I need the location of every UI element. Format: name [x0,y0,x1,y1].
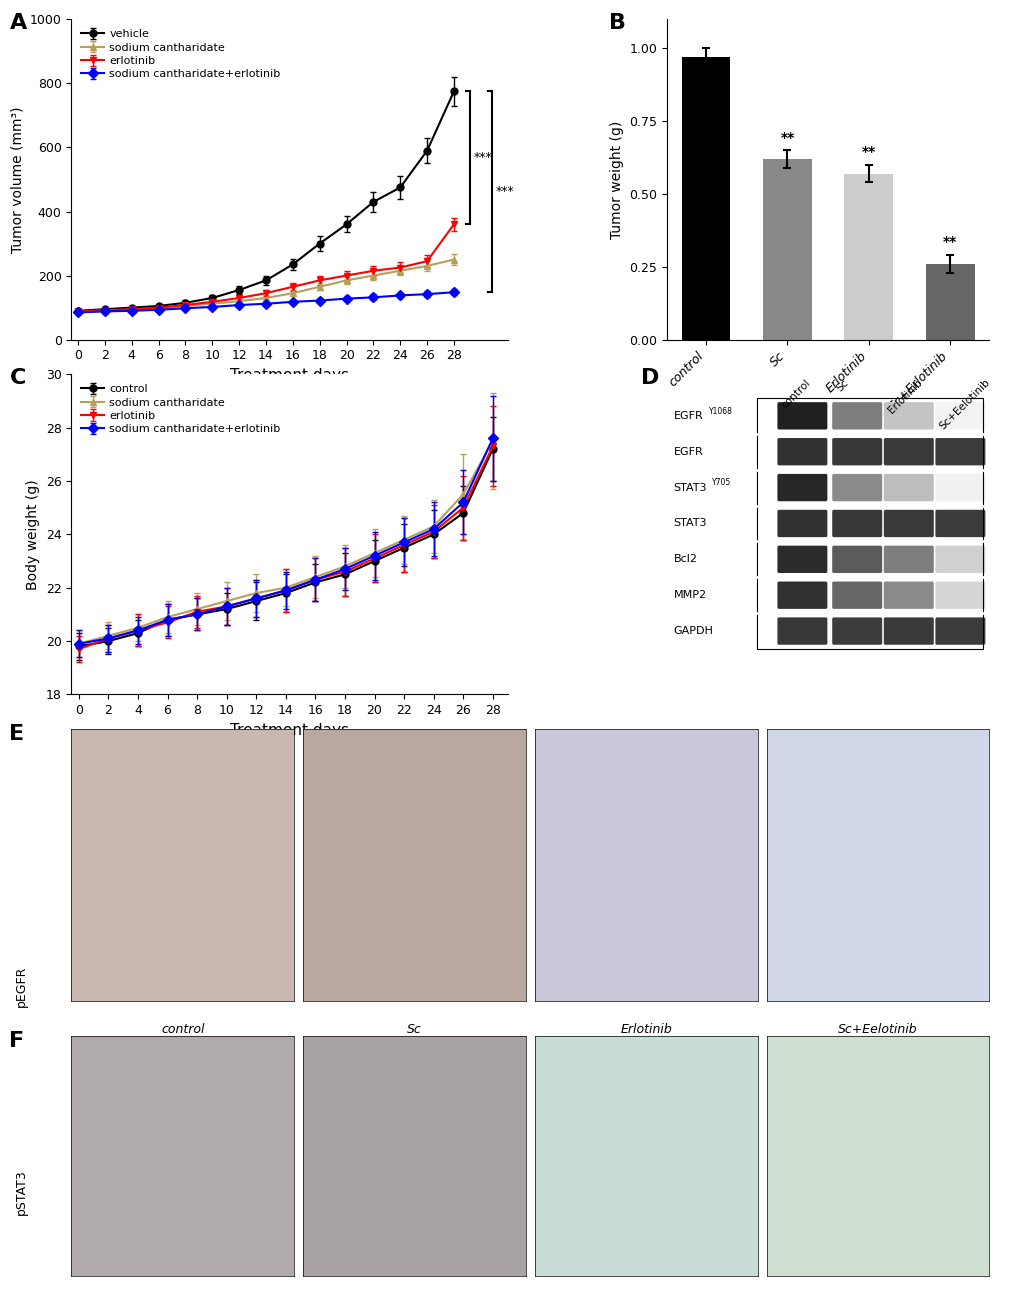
Text: A: A [10,13,28,34]
Bar [762,159,811,339]
FancyBboxPatch shape [832,438,881,465]
Text: **: ** [943,236,957,249]
Bar [756,398,982,648]
Y-axis label: Tumor weight (g): Tumor weight (g) [609,120,623,238]
Legend: control, sodium cantharidate, erlotinib, sodium cantharidate+erlotinib: control, sodium cantharidate, erlotinib,… [76,380,284,438]
FancyBboxPatch shape [832,617,881,644]
FancyBboxPatch shape [882,509,932,538]
FancyBboxPatch shape [776,581,826,608]
Bar [925,264,974,339]
FancyBboxPatch shape [832,474,881,501]
FancyBboxPatch shape [776,474,826,501]
Text: Erlotinib: Erlotinib [886,378,923,415]
FancyBboxPatch shape [776,509,826,538]
Text: B: B [608,13,626,34]
FancyBboxPatch shape [934,617,984,644]
FancyBboxPatch shape [776,402,826,429]
FancyBboxPatch shape [882,581,932,608]
FancyBboxPatch shape [882,617,932,644]
Text: **: ** [780,130,794,144]
Text: STAT3: STAT3 [673,482,706,492]
FancyBboxPatch shape [832,509,881,538]
FancyBboxPatch shape [882,438,932,465]
FancyBboxPatch shape [882,545,932,574]
Text: Sc+Eelotinib: Sc+Eelotinib [838,1023,917,1036]
FancyBboxPatch shape [934,474,984,501]
Bar [681,57,730,339]
FancyBboxPatch shape [934,438,984,465]
Text: Sc+Eelotinib: Sc+Eelotinib [936,378,991,432]
Text: Sc: Sc [834,378,850,393]
Text: D: D [641,367,659,388]
Text: STAT3: STAT3 [673,518,706,528]
FancyBboxPatch shape [934,545,984,574]
Text: EGFR: EGFR [673,411,702,420]
Text: Erlotinib: Erlotinib [620,1023,672,1036]
FancyBboxPatch shape [882,402,932,429]
FancyBboxPatch shape [832,545,881,574]
Text: C: C [10,367,26,388]
FancyBboxPatch shape [776,438,826,465]
Text: ***: *** [495,186,514,199]
Text: F: F [9,1031,24,1051]
FancyBboxPatch shape [934,402,984,429]
Legend: vehicle, sodium cantharidate, erlotinib, sodium cantharidate+erlotinib: vehicle, sodium cantharidate, erlotinib,… [76,24,284,84]
X-axis label: Treatment days: Treatment days [230,367,348,383]
Bar [844,174,893,339]
FancyBboxPatch shape [832,402,881,429]
Text: E: E [9,723,24,744]
FancyBboxPatch shape [832,581,881,608]
FancyBboxPatch shape [934,509,984,538]
Text: Sc: Sc [407,1023,422,1036]
Y-axis label: Body weight (g): Body weight (g) [26,480,40,589]
Text: Bcl2: Bcl2 [673,554,697,565]
Text: Y705: Y705 [711,478,731,487]
X-axis label: Treatment days: Treatment days [230,723,348,737]
Text: **: ** [861,146,875,159]
Text: EGFR: EGFR [673,447,702,456]
Text: control: control [161,1023,205,1036]
Text: pEGFR: pEGFR [15,965,29,1007]
Text: MMP2: MMP2 [673,590,706,601]
Text: GAPDH: GAPDH [673,626,712,635]
FancyBboxPatch shape [776,545,826,574]
Text: control: control [780,378,812,410]
Text: pSTAT3: pSTAT3 [15,1169,29,1216]
FancyBboxPatch shape [934,581,984,608]
Text: Y1068: Y1068 [708,406,732,415]
Text: ***: *** [474,151,492,165]
Y-axis label: Tumor volume (mm³): Tumor volume (mm³) [10,106,24,253]
FancyBboxPatch shape [882,474,932,501]
FancyBboxPatch shape [776,617,826,644]
